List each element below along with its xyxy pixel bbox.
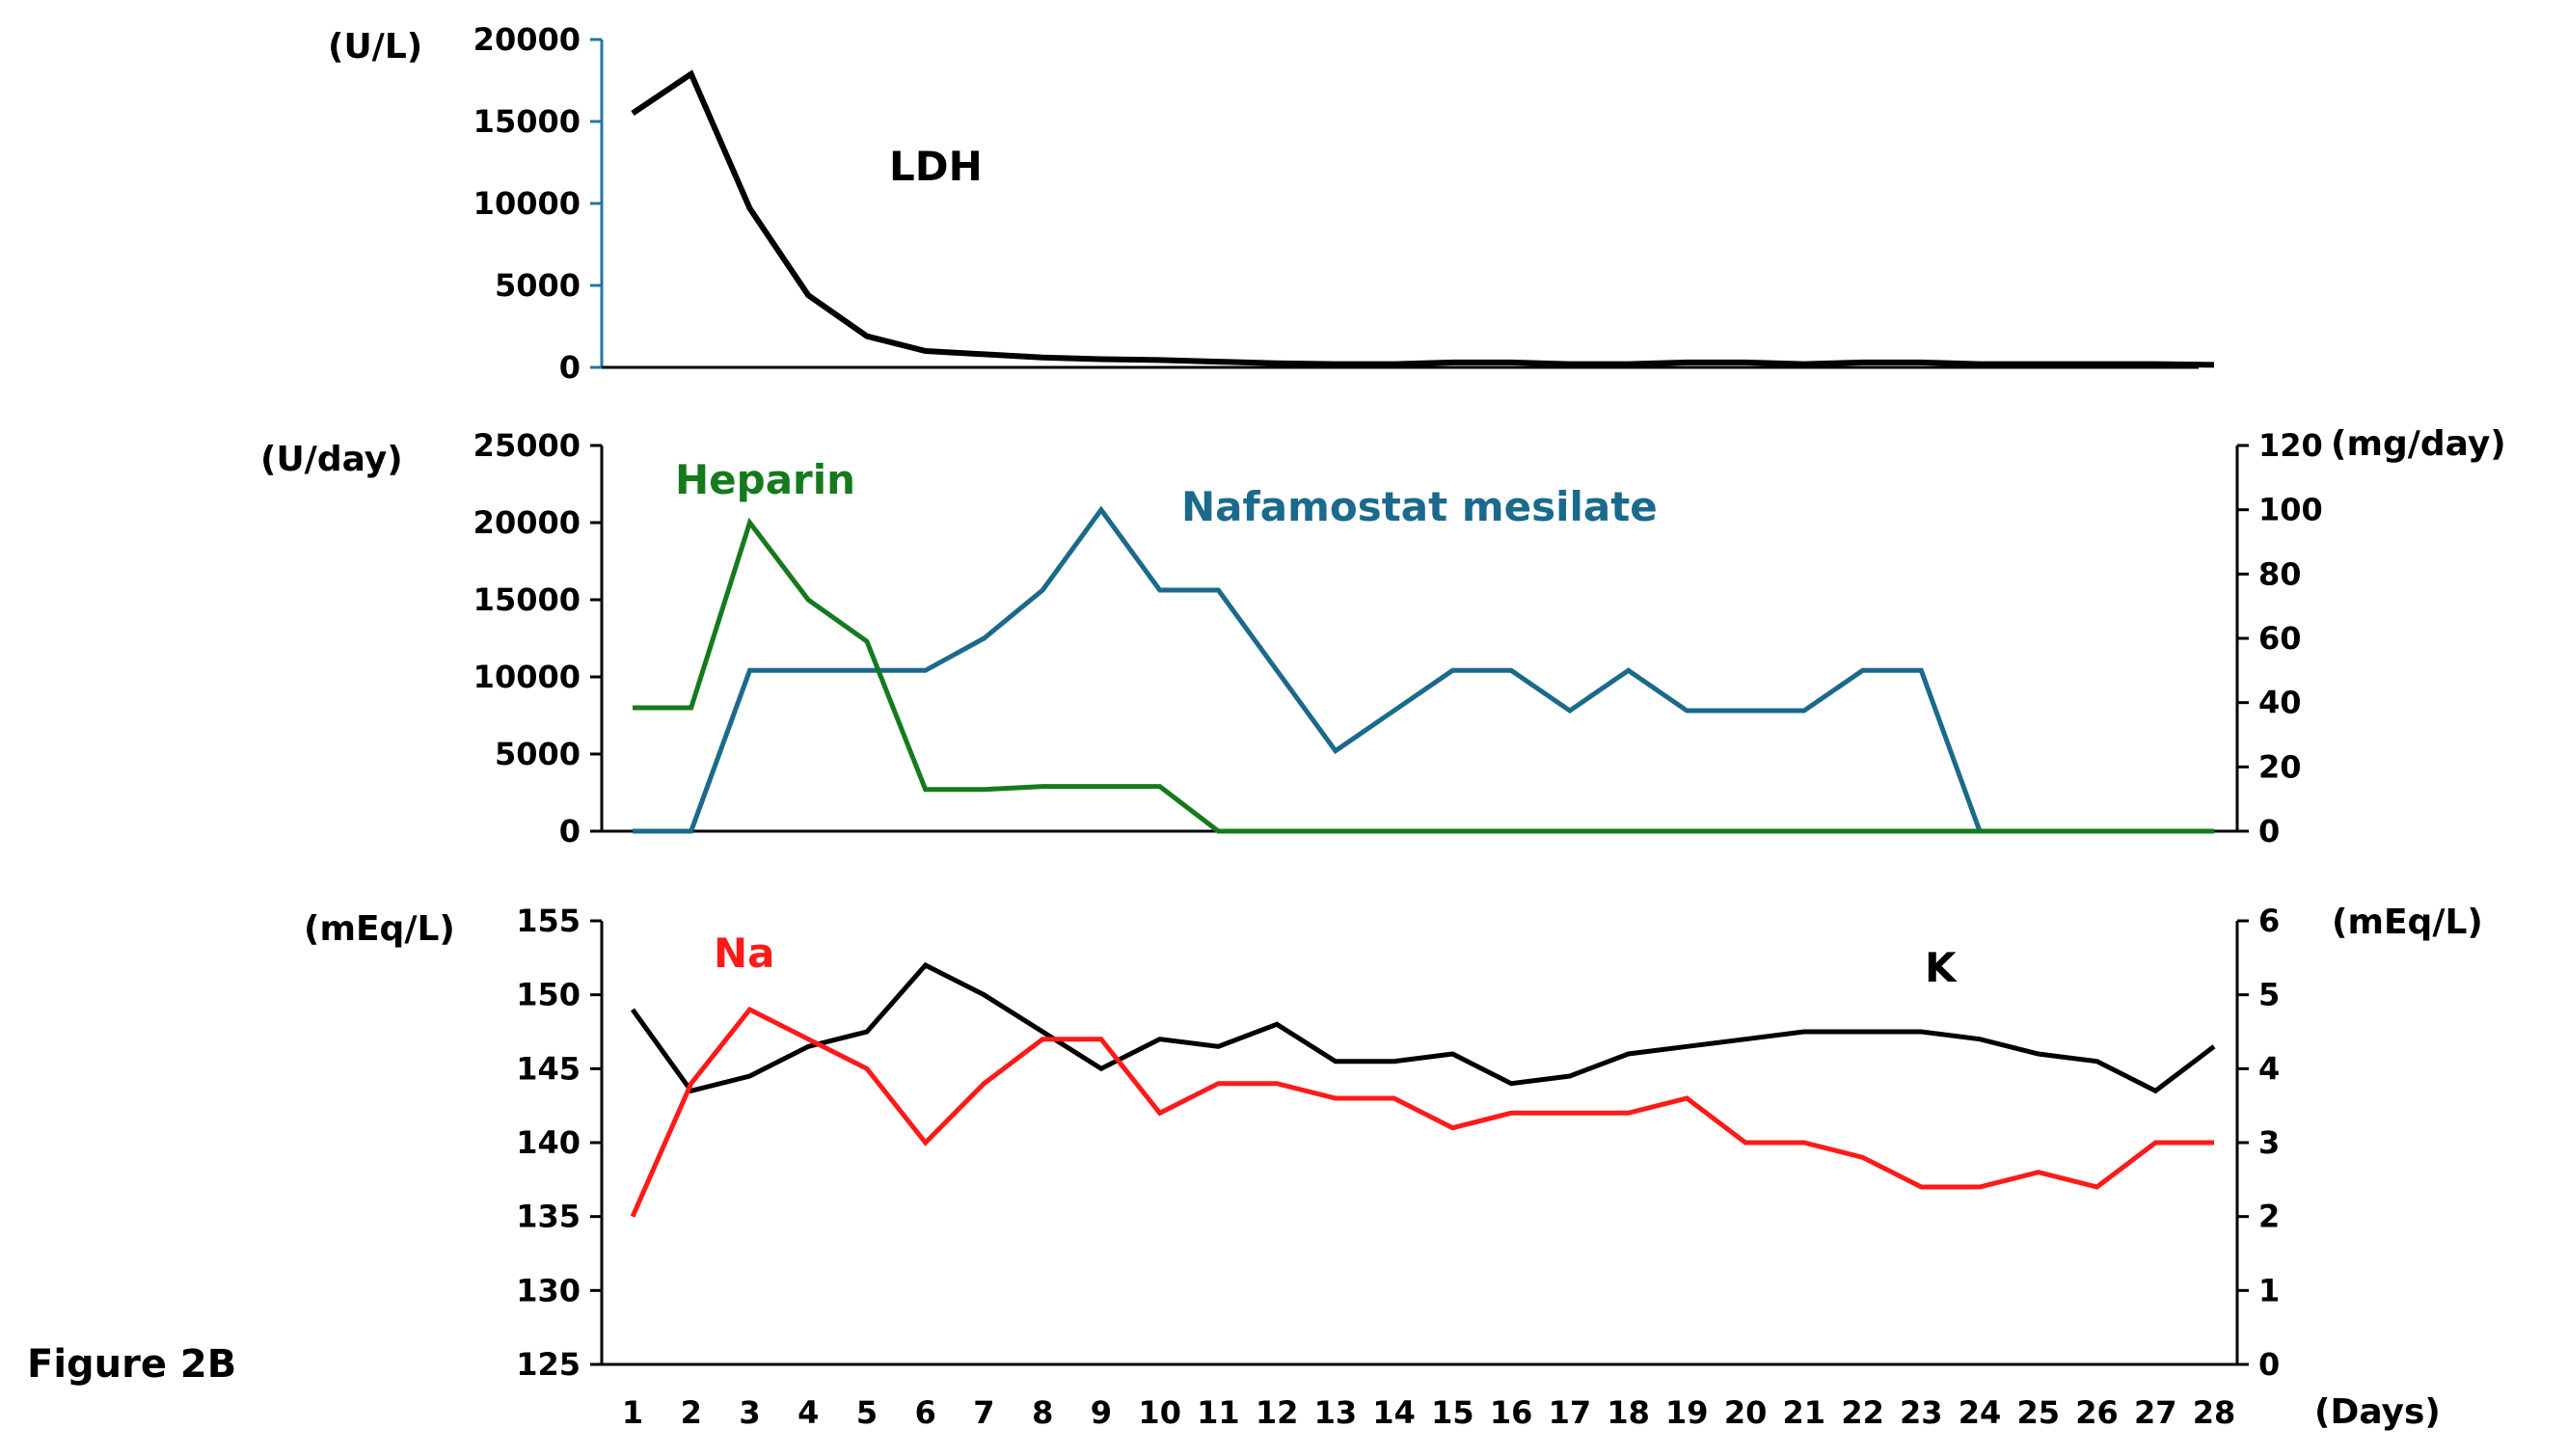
x-tick-label-day-7: 7 xyxy=(973,1394,994,1431)
anti-right-axis-tick-label: 100 xyxy=(2258,492,2323,528)
x-tick-label-day-10: 10 xyxy=(1138,1394,1181,1431)
ldh-left-axis-tick-label: 20000 xyxy=(473,21,581,58)
x-tick-label-day-6: 6 xyxy=(915,1394,936,1431)
x-tick-label-day-19: 19 xyxy=(1665,1394,1709,1431)
elec-right-axis-tick-label: 4 xyxy=(2258,1050,2280,1087)
k-line xyxy=(630,961,2216,1094)
x-tick-label-day-23: 23 xyxy=(1900,1394,1943,1431)
anti-right-axis-tick-label: 60 xyxy=(2258,620,2302,657)
ldh-left-axis-tick-label: 10000 xyxy=(473,185,581,222)
anti-left-axis-tick-label: 25000 xyxy=(473,427,581,464)
elec-right-axis-tick-label: 2 xyxy=(2258,1199,2280,1235)
elec-left-axis-unit: (mEq/L) xyxy=(304,909,455,949)
elec-left-axis-tick-label: 140 xyxy=(516,1124,581,1161)
elec-left-axis-tick-label: 145 xyxy=(516,1050,581,1087)
x-tick-label-day-15: 15 xyxy=(1431,1394,1474,1431)
ldh-left-axis-tick-label: 5000 xyxy=(495,267,581,304)
anti-right-axis-tick-label: 0 xyxy=(2258,813,2280,849)
elec-right-axis-tick-label: 6 xyxy=(2258,903,2280,939)
x-tick-label-day-9: 9 xyxy=(1091,1394,1112,1431)
x-tick-label-day-28: 28 xyxy=(2193,1394,2236,1431)
na-line xyxy=(630,1006,2214,1218)
x-tick-label-day-11: 11 xyxy=(1197,1394,1240,1431)
elec-left-axis-tick-label: 130 xyxy=(516,1272,581,1308)
elec-left-axis-tick-label: 135 xyxy=(516,1199,581,1235)
x-tick-label-day-14: 14 xyxy=(1372,1394,1416,1431)
x-tick-label-day-25: 25 xyxy=(2017,1394,2061,1431)
anticoagulant-panel: 0 5000 10000 15000 20000 25000 0 20 40 60 80 100 120… xyxy=(260,424,2506,849)
x-tick-label-day-13: 13 xyxy=(1314,1394,1358,1431)
anti-right-axis-tick-label: 20 xyxy=(2258,748,2302,785)
anti-left-axis-unit: (U/day) xyxy=(260,440,403,479)
ldh-axis-unit: (U/L) xyxy=(328,27,422,67)
anti-left-axis-tick-label: 15000 xyxy=(473,581,581,618)
x-tick-label-day-26: 26 xyxy=(2075,1394,2119,1431)
elec-right-axis-tick-label: 0 xyxy=(2258,1346,2280,1383)
x-tick-label-day-24: 24 xyxy=(1959,1394,2002,1431)
anti-left-axis-tick-label: 5000 xyxy=(495,736,581,772)
heparin-line xyxy=(633,517,2214,834)
x-tick-label-day-4: 4 xyxy=(797,1394,819,1431)
x-axis-title: (Days) xyxy=(2314,1392,2441,1432)
elec-right-axis-tick-label: 1 xyxy=(2258,1272,2280,1308)
elec-right-axis-tick-label: 3 xyxy=(2258,1124,2280,1161)
elec-left-axis-tick-label: 150 xyxy=(516,977,581,1013)
ldh-series-label: LDH xyxy=(889,143,983,190)
anti-left-axis-tick-label: 0 xyxy=(559,813,581,849)
x-tick-label-day-8: 8 xyxy=(1032,1394,1053,1431)
ldh-left-axis-tick-label: 0 xyxy=(559,349,581,386)
x-tick-label-day-22: 22 xyxy=(1841,1394,1884,1431)
anti-right-axis-tick-label: 80 xyxy=(2258,555,2302,592)
elec-right-axis-tick-label: 5 xyxy=(2258,977,2280,1013)
x-tick-label-day-1: 1 xyxy=(622,1394,643,1431)
x-tick-label-day-3: 3 xyxy=(739,1394,760,1431)
x-tick-label-day-16: 16 xyxy=(1490,1394,1533,1431)
elec-left-axis-tick-label: 125 xyxy=(516,1346,581,1383)
x-tick-label-day-21: 21 xyxy=(1783,1394,1826,1431)
heparin-series-label: Heparin xyxy=(675,456,855,503)
ldh-line xyxy=(631,69,2215,368)
anti-right-axis-unit: (mg/day) xyxy=(2331,424,2506,464)
x-tick-label-day-18: 18 xyxy=(1607,1394,1650,1431)
ldh-panel: 0 5000 10000 15000 20000 (U/L) LDH xyxy=(328,21,2215,386)
x-tick-label-day-20: 20 xyxy=(1724,1394,1768,1431)
ldh-left-axis-tick-label: 15000 xyxy=(473,103,581,140)
elec-left-axis-tick-label: 155 xyxy=(516,903,581,939)
elec-right-axis-unit: (mEq/L) xyxy=(2332,903,2483,942)
k-series-label: K xyxy=(1925,944,1958,991)
x-tick-label-day-17: 17 xyxy=(1549,1394,1592,1431)
anti-left-axis-tick-label: 20000 xyxy=(473,504,581,541)
anti-right-axis-tick-label: 40 xyxy=(2258,685,2302,721)
x-tick-label-day-5: 5 xyxy=(856,1394,878,1431)
figure-label: Figure 2B xyxy=(27,1342,236,1387)
x-tick-label-day-2: 2 xyxy=(681,1394,702,1431)
anti-right-axis-tick-label: 120 xyxy=(2258,427,2323,464)
x-tick-label-day-12: 12 xyxy=(1256,1394,1299,1431)
nafamostat-line xyxy=(633,505,2214,834)
na-series-label: Na xyxy=(714,930,775,977)
anti-left-axis-tick-label: 10000 xyxy=(473,659,581,695)
nafamostat-series-label: Nafamostat mesilate xyxy=(1181,483,1658,530)
x-tick-label-day-27: 27 xyxy=(2134,1394,2177,1431)
